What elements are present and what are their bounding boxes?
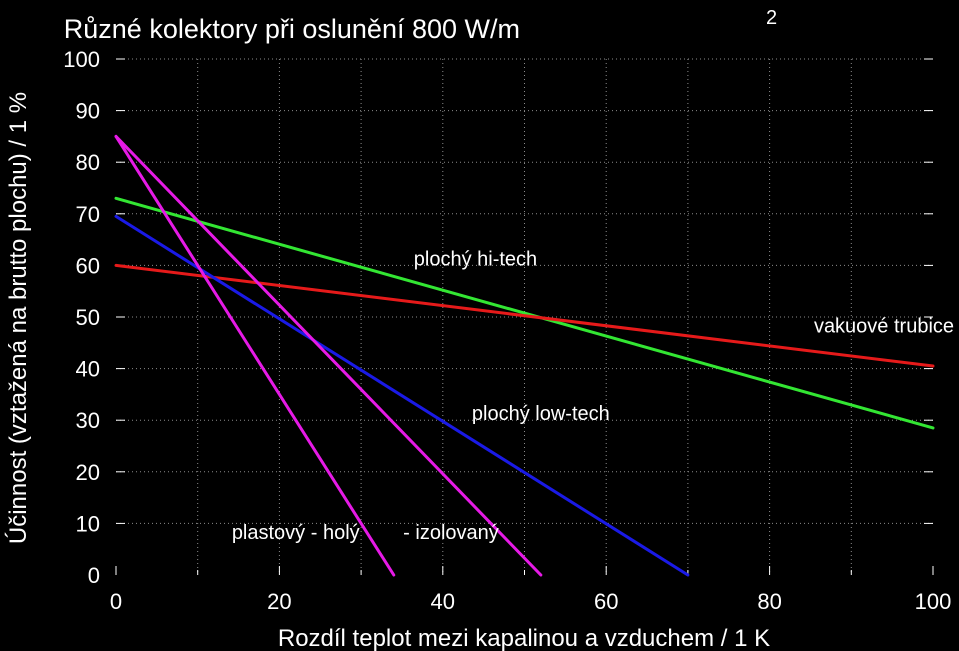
x-tick-label: 60 <box>594 589 618 614</box>
annotations: plochý hi-tech vakuové trubice plochý low-… <box>232 248 954 543</box>
series-lines <box>114 134 935 577</box>
x-tick-label: 100 <box>915 589 952 614</box>
y-tick-label: 50 <box>76 305 100 330</box>
y-axis-label: Účinnost (vztažená na brutto plochu) / 1… <box>5 92 32 544</box>
x-tick-label: 40 <box>431 589 455 614</box>
chart-title-text: Různé kolektory při oslunění 800 W/m <box>64 14 520 44</box>
x-tick-label: 0 <box>110 589 122 614</box>
series-line <box>114 263 935 368</box>
y-tick-label: 0 <box>88 563 100 588</box>
chart-title-superscript: 2 <box>766 7 777 29</box>
y-tick-label: 70 <box>76 202 100 227</box>
y-tick-label: 100 <box>63 47 100 72</box>
series-line <box>114 214 690 577</box>
y-tick-label: 60 <box>76 253 100 278</box>
annotation-label: plochý hi-tech <box>414 248 537 270</box>
annotation-label: vakuové trubice <box>814 315 954 337</box>
series-line <box>114 134 396 577</box>
y-tick-label: 30 <box>76 408 100 433</box>
x-axis-label: Rozdíl teplot mezi kapalinou a vzduchem … <box>278 625 770 651</box>
x-tick-label: 80 <box>757 589 781 614</box>
axis-ticks: 0 20 40 60 80 100 0 10 20 30 40 50 60 70 80 90 100 <box>63 47 951 614</box>
chart-title: Různé kolektory při oslunění 800 W/m <box>64 14 520 44</box>
annotation-label: plochý low-tech <box>472 403 610 425</box>
y-tick-label: 80 <box>76 150 100 175</box>
annotation-label: plastový - holý <box>232 522 360 544</box>
series-line <box>114 196 935 430</box>
series-line <box>114 134 543 577</box>
y-tick-label: 40 <box>76 357 100 382</box>
annotation-label: - izolovaný <box>403 522 499 544</box>
y-tick-label: 90 <box>76 99 100 124</box>
y-tick-label: 10 <box>76 511 100 536</box>
x-tick-label: 20 <box>267 589 291 614</box>
y-tick-label: 20 <box>76 460 100 485</box>
